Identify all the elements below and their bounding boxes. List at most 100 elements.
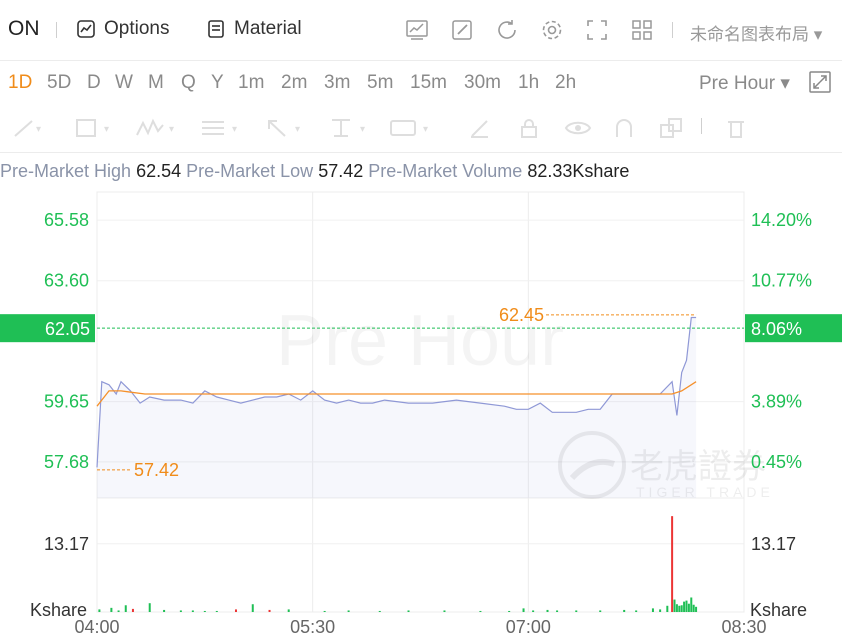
- timeframe-5m[interactable]: 5m: [367, 72, 394, 93]
- volume-bar: [695, 606, 698, 612]
- volume-bar: [268, 609, 271, 612]
- arrow-tool-icon[interactable]: ▾: [265, 116, 309, 140]
- volume-unit-right: Kshare: [750, 600, 807, 620]
- low-marker-label: 57.42: [134, 460, 179, 480]
- gear-icon[interactable]: [539, 17, 565, 43]
- timeframe-5d[interactable]: 5D: [47, 72, 72, 93]
- volume-bar: [683, 601, 686, 612]
- timeframe-d[interactable]: D: [87, 72, 101, 93]
- timeframe-m[interactable]: M: [148, 72, 164, 93]
- volume-bar: [479, 610, 482, 612]
- edit-icon[interactable]: [449, 17, 475, 43]
- volume-bar: [163, 609, 166, 612]
- session-dropdown[interactable]: Pre Hour ▾: [699, 72, 790, 95]
- volume-bar: [685, 600, 688, 612]
- average-price-line: [96, 381, 697, 407]
- timeframe-1d[interactable]: 1D: [8, 72, 33, 93]
- volume-tick-right: 13.17: [751, 534, 796, 554]
- options-button[interactable]: Options: [76, 18, 169, 40]
- ticker-symbol[interactable]: ON: [8, 17, 40, 40]
- volume-bar: [131, 608, 134, 612]
- price-label-tool-icon[interactable]: ▾: [389, 116, 437, 140]
- current-price-tag: [0, 314, 95, 343]
- volume-bar: [191, 610, 194, 612]
- volume-bar: [671, 516, 674, 612]
- svg-text:▾: ▾: [232, 124, 237, 135]
- trash-icon[interactable]: [725, 116, 747, 140]
- timeframe-30m[interactable]: 30m: [464, 72, 501, 93]
- y-tick-label: 59.65: [44, 392, 89, 412]
- fullscreen-icon[interactable]: [584, 17, 610, 43]
- caret-down-icon: ▾: [813, 25, 823, 44]
- svg-text:▾: ▾: [36, 124, 41, 135]
- volume-bar: [347, 610, 350, 612]
- volume-bar: [575, 610, 578, 612]
- high-marker-label: 62.45: [499, 305, 544, 325]
- price-area-fill: [97, 317, 697, 498]
- timeframe-1m[interactable]: 1m: [238, 72, 265, 93]
- lock-icon[interactable]: [517, 116, 541, 140]
- volume-bar: [623, 609, 626, 612]
- volume-bar: [659, 609, 662, 612]
- timeframe-2h[interactable]: 2h: [555, 72, 577, 93]
- chart-watermark: Pre Hour: [276, 301, 564, 381]
- brand-watermark-sub: TIGER TRADE: [636, 484, 774, 500]
- eye-icon[interactable]: [564, 116, 592, 140]
- svg-text:▾: ▾: [360, 124, 365, 135]
- volume-bar: [532, 610, 535, 612]
- pattern-tool-icon[interactable]: ▾: [135, 116, 179, 140]
- premarket-low-value: 57.42: [318, 161, 364, 181]
- volume-bar: [110, 607, 113, 612]
- y-tick-label: 57.68: [44, 452, 89, 472]
- trendline-tool-icon[interactable]: ▾: [12, 116, 46, 140]
- chart-line-icon[interactable]: [404, 17, 430, 43]
- toolbar-divider: [672, 22, 673, 38]
- premarket-volume-value: 82.33Kshare: [527, 161, 630, 181]
- pencil-icon[interactable]: [468, 116, 492, 140]
- pct-tick-label: 3.89%: [751, 392, 802, 412]
- session-label: Pre Hour: [699, 73, 776, 94]
- svg-text:▾: ▾: [295, 124, 300, 135]
- grid-icon[interactable]: [629, 17, 655, 43]
- timeframe-2m[interactable]: 2m: [281, 72, 308, 93]
- current-pct-value: 8.06%: [751, 319, 802, 339]
- refresh-icon[interactable]: [494, 17, 520, 43]
- timeframe-bar: 1D 5D D W M Q Y 1m 2m 3m 5m 15m 30m 1h 2…: [0, 60, 842, 106]
- volume-bar: [692, 604, 695, 612]
- volume-bar: [673, 599, 676, 612]
- timeframe-w[interactable]: W: [115, 72, 133, 93]
- layout-name-dropdown[interactable]: 未命名图表布局 ▾: [690, 20, 822, 45]
- volume-bar: [687, 603, 690, 612]
- volume-bar: [98, 609, 101, 612]
- brand-watermark: 老虎證券: [630, 448, 766, 486]
- layers-icon[interactable]: [659, 116, 685, 140]
- rectangle-tool-icon[interactable]: ▾: [74, 116, 118, 140]
- svg-text:▾: ▾: [423, 124, 428, 135]
- svg-text:▾: ▾: [104, 124, 109, 135]
- magnet-icon[interactable]: [612, 116, 636, 140]
- timeframe-3m[interactable]: 3m: [324, 72, 351, 93]
- volume-bar: [635, 610, 638, 612]
- volume-bar: [599, 610, 602, 612]
- pct-tick-label: 0.45%: [751, 452, 802, 472]
- volume-bar: [690, 597, 693, 612]
- current-pct-tag: [745, 314, 842, 343]
- volume-bar: [203, 610, 206, 612]
- fibonacci-tool-icon[interactable]: ▾: [200, 116, 244, 140]
- timeframe-q[interactable]: Q: [181, 72, 196, 93]
- drawing-toolbar: ▾ ▾ ▾ ▾ ▾ ▾ ▾: [0, 106, 842, 153]
- axes: 65.58 14.20% 63.60 10.77% 59.65 3.89% 57.68 0.4…: [30, 210, 812, 636]
- volume-bar: [234, 609, 237, 612]
- material-button[interactable]: Material: [206, 18, 302, 40]
- volume-bar: [508, 610, 511, 612]
- volume-bar: [148, 603, 151, 612]
- timeframe-y[interactable]: Y: [211, 72, 224, 93]
- text-tool-icon[interactable]: ▾: [328, 116, 372, 140]
- document-icon: [208, 20, 224, 38]
- y-tick-label: 65.58: [44, 210, 89, 230]
- timeframe-15m[interactable]: 15m: [410, 72, 447, 93]
- expand-icon[interactable]: [808, 70, 832, 94]
- volume-bar: [251, 604, 254, 612]
- timeframe-1h[interactable]: 1h: [518, 72, 540, 93]
